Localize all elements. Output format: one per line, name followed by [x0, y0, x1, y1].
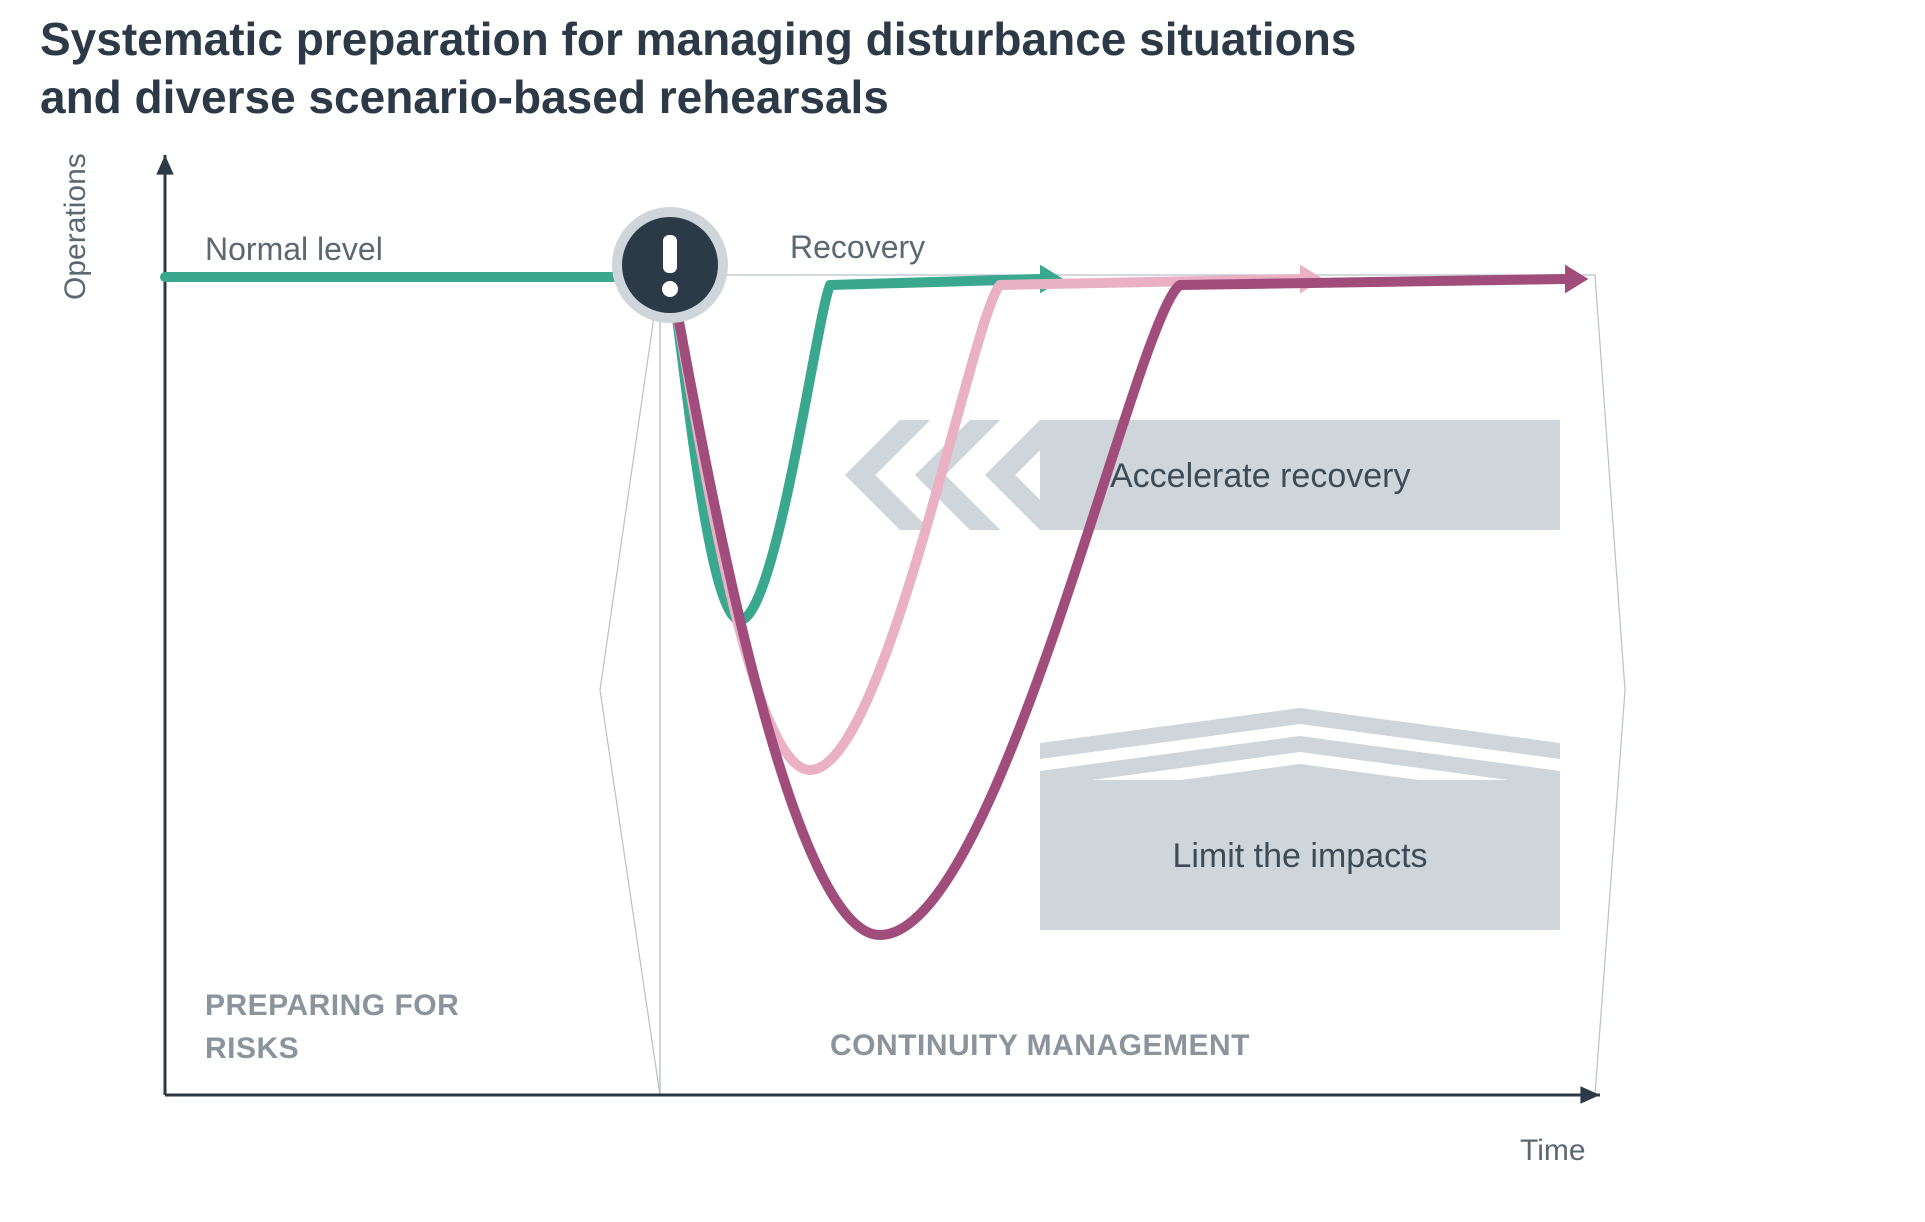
label-preparing-1: PREPARING FOR — [205, 989, 459, 1022]
exclamation-icon — [663, 235, 677, 273]
label-normal-level: Normal level — [205, 231, 383, 267]
callout-accelerate-label: Accelerate recovery — [1110, 457, 1410, 495]
page-title-line-2: and diverse scenario-based rehearsals — [40, 71, 889, 123]
y-axis-label: Operations — [59, 153, 92, 300]
phase-panel-left — [165, 275, 660, 1095]
callout-limit: Limit the impacts — [1040, 708, 1560, 930]
x-axis-label: Time — [1520, 1134, 1586, 1167]
label-recovery: Recovery — [790, 229, 925, 265]
callout-limit-label: Limit the impacts — [1172, 837, 1427, 875]
page-title-line-1: Systematic preparation for managing dist… — [40, 13, 1356, 65]
event-marker — [612, 207, 728, 323]
label-preparing-2: RISKS — [205, 1032, 299, 1065]
label-continuity: CONTINUITY MANAGEMENT — [830, 1029, 1250, 1062]
